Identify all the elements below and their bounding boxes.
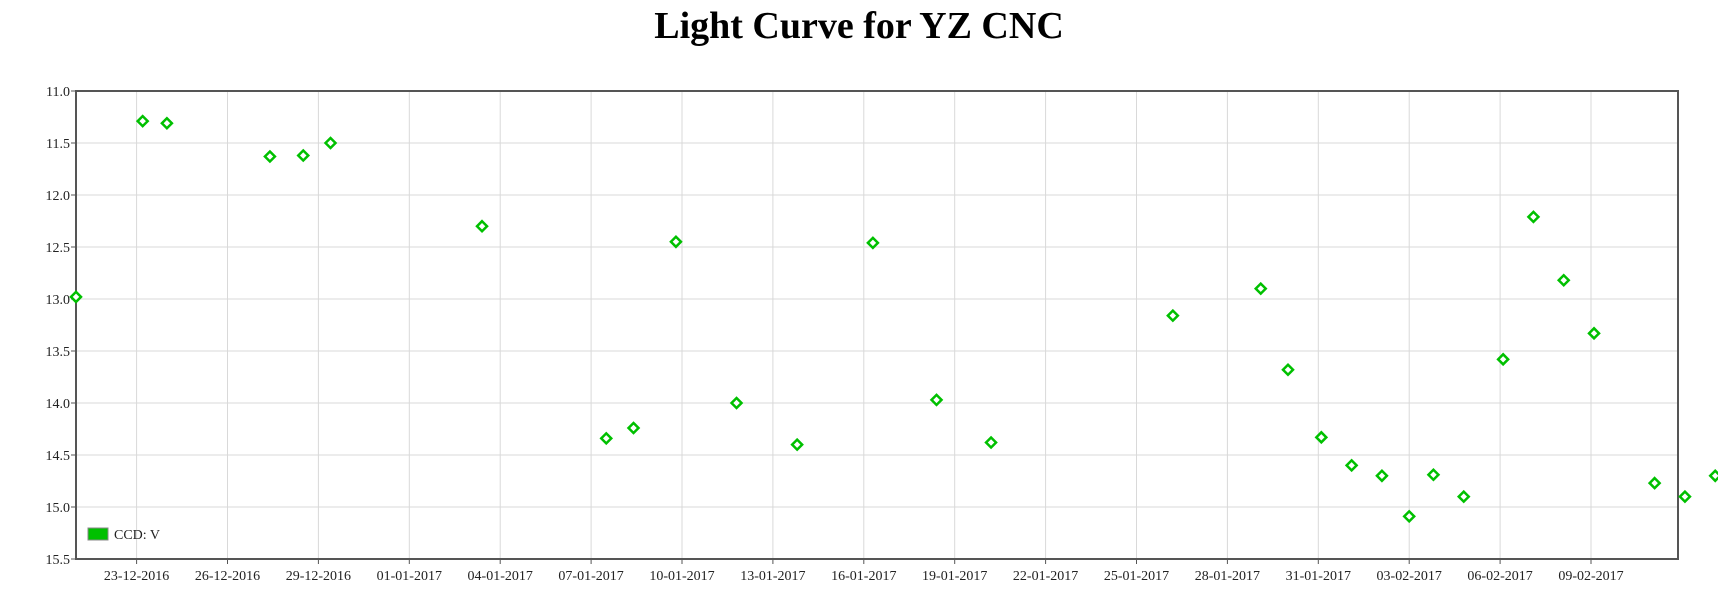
grid [76,90,1678,560]
data-point [984,435,998,450]
data-points [69,114,1718,524]
y-tick-label: 11.0 [46,85,70,100]
x-tick-label: 06-02-2017 [1467,569,1532,584]
data-point [1402,509,1416,524]
x-tick-label: 19-01-2017 [922,569,987,584]
legend: CCD: V [87,527,160,543]
data-point [669,235,683,249]
data-point [1708,469,1718,483]
y-tick-label: 13.0 [46,293,71,308]
plot-frame [75,90,1679,560]
data-point [626,421,641,435]
x-tick-label: 28-01-2017 [1195,569,1260,584]
data-point [1344,458,1359,473]
x-tick-label: 29-12-2016 [286,569,351,584]
y-tick-label: 12.5 [46,241,71,256]
data-point [296,148,311,163]
x-tick-label: 22-01-2017 [1013,569,1078,584]
data-point [1647,476,1662,490]
data-point [1526,210,1541,224]
data-point [1314,430,1329,445]
y-tick-label: 11.5 [46,137,70,152]
x-tick-label: 25-01-2017 [1104,569,1169,584]
x-tick-label: 09-02-2017 [1558,569,1623,584]
x-tick-label: 04-01-2017 [468,569,533,584]
x-tick-label: 03-02-2017 [1377,569,1442,584]
y-tick-label: 15.0 [46,501,71,516]
data-point [1587,326,1601,341]
x-tick-label: 07-01-2017 [558,569,623,584]
data-point [1166,308,1180,323]
x-tick-label: 16-01-2017 [831,569,896,584]
data-point [729,396,744,410]
data-point [69,290,83,304]
x-tick-label: 13-01-2017 [740,569,805,584]
x-tick-label: 23-12-2016 [104,569,169,584]
chart-title: Light Curve for YZ CNC [654,5,1064,47]
data-point [1678,489,1692,504]
data-point [160,116,174,131]
legend-swatch [87,527,109,541]
data-point [1426,467,1441,482]
axes: 11.0 11.5 12.0 12.5 13.0 13.5 14.0 14.5 15.0 15.5… [46,85,1679,584]
y-tick-label: 13.5 [46,345,71,360]
data-point [1375,469,1389,483]
data-point [1496,352,1510,367]
y-tick-label: 15.5 [46,553,71,568]
x-tick-label: 31-01-2017 [1286,569,1351,584]
x-tick-label: 01-01-2017 [377,569,442,584]
data-point [1281,362,1295,377]
data-point [1253,281,1268,296]
y-tick-label: 14.5 [46,449,71,464]
data-point [1456,489,1471,504]
x-tick-label: 10-01-2017 [649,569,714,584]
legend-label: CCD: V [114,528,160,543]
data-point [263,149,277,164]
data-point [323,136,338,150]
x-tick-label: 26-12-2016 [195,569,260,584]
data-point [135,114,150,128]
y-tick-label: 14.0 [46,397,71,412]
data-point [475,219,489,233]
y-tick-label: 12.0 [46,189,71,204]
data-point [599,431,614,446]
data-point [929,393,944,407]
data-point [790,437,804,452]
data-point [866,236,880,250]
data-point [1556,273,1571,288]
